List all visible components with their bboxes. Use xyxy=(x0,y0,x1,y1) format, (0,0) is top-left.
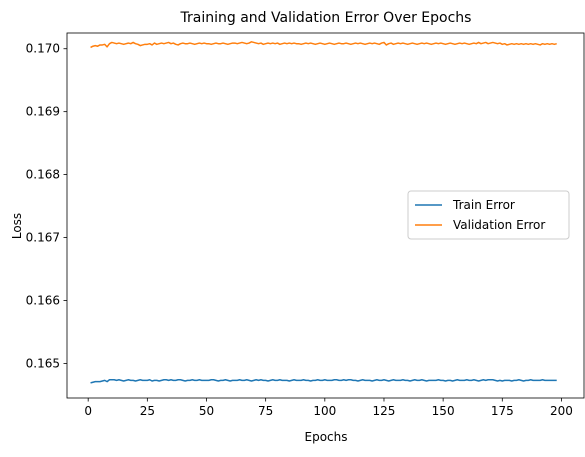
x-axis: 0 25 50 75 100 125 150 175 200 xyxy=(84,398,573,418)
legend-box xyxy=(407,190,570,240)
legend: Train Error Validation Error xyxy=(407,190,570,240)
series-line-train-error xyxy=(90,379,557,384)
x-tick-label: 175 xyxy=(491,404,514,418)
plot-frame xyxy=(66,32,585,399)
x-tick-label: 200 xyxy=(550,404,573,418)
y-axis: 0.165 0.166 0.167 0.168 0.169 0.170 xyxy=(26,42,67,370)
x-tick-label: 100 xyxy=(313,404,336,418)
series-layer xyxy=(90,41,557,384)
y-tick-label: 0.166 xyxy=(26,293,60,307)
y-tick-label: 0.169 xyxy=(26,105,60,119)
x-tick-label: 50 xyxy=(199,404,214,418)
y-axis-label: Loss xyxy=(10,213,24,239)
x-tick-label: 25 xyxy=(140,404,155,418)
x-tick-label: 125 xyxy=(373,404,396,418)
y-tick-label: 0.168 xyxy=(26,168,60,182)
y-tick-label: 0.170 xyxy=(26,42,60,56)
y-tick-label: 0.165 xyxy=(26,356,60,370)
series-line-validation-error xyxy=(90,41,557,49)
y-tick-label: 0.167 xyxy=(26,231,60,245)
legend-label: Validation Error xyxy=(453,218,545,232)
x-tick-label: 75 xyxy=(258,404,273,418)
x-axis-label: Epochs xyxy=(305,430,348,444)
chart-title: Training and Validation Error Over Epoch… xyxy=(180,10,472,26)
x-tick-label: 150 xyxy=(432,404,455,418)
legend-label: Train Error xyxy=(452,198,515,212)
plot-area xyxy=(66,32,585,399)
x-tick-label: 0 xyxy=(84,404,92,418)
